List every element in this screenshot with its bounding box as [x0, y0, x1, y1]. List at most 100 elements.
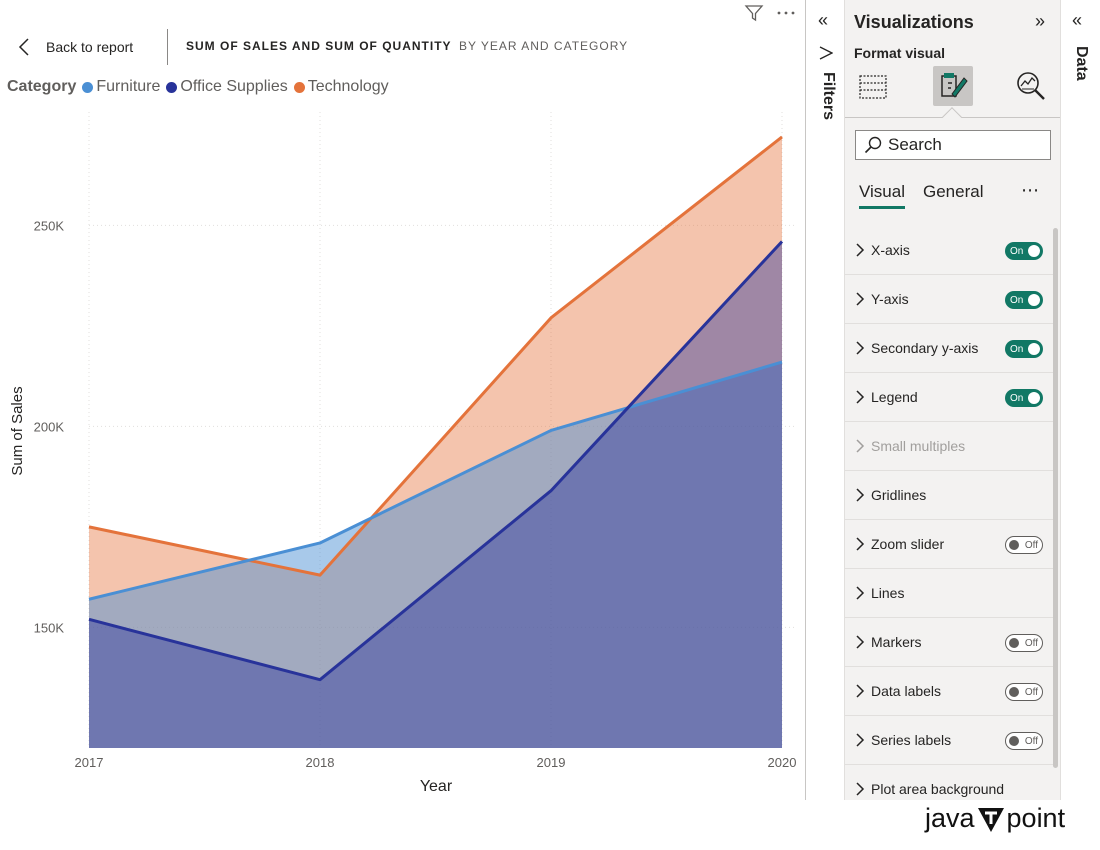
- legend-item-furniture[interactable]: Furniture: [82, 78, 160, 96]
- expand-pane-icon[interactable]: »: [1035, 11, 1046, 31]
- format-card-label: Legend: [871, 389, 918, 405]
- back-to-report-button[interactable]: Back to report: [18, 36, 133, 58]
- area-technology[interactable]: [89, 136, 782, 748]
- x-tick-label: 2017: [75, 755, 104, 770]
- chevron-right-icon: [856, 292, 865, 306]
- pane-scrollbar[interactable]: [1053, 228, 1058, 768]
- area-office-supplies[interactable]: [89, 241, 782, 749]
- toggle-knob: [1009, 687, 1019, 697]
- area-chart[interactable]: 150K 200K 250K 2017 2018 2019 2020 Year Sum of S…: [0, 100, 806, 800]
- chevron-right-icon: [856, 341, 865, 355]
- data-pane: « Data: [1062, 0, 1100, 800]
- data-labels-toggle[interactable]: Off: [1005, 683, 1043, 701]
- format-card-lines[interactable]: Lines: [845, 569, 1053, 618]
- filters-pane: « Filters: [807, 0, 845, 800]
- x-tick-label: 2020: [768, 755, 797, 770]
- toggle-state: On: [1010, 294, 1024, 306]
- y-tick-label: 200K: [34, 419, 65, 434]
- format-card-label: Plot area background: [871, 781, 1005, 797]
- more-options-icon[interactable]: ⋯: [1021, 180, 1040, 200]
- search-placeholder: Search: [888, 135, 942, 154]
- markers-toggle[interactable]: Off: [1005, 634, 1043, 652]
- format-card-legend[interactable]: Legend On: [845, 373, 1053, 422]
- tab-visual[interactable]: Visual: [859, 182, 905, 209]
- collapse-data-icon[interactable]: «: [1072, 10, 1083, 30]
- format-card-label: Markers: [871, 634, 922, 650]
- legend-item-technology[interactable]: Technology: [293, 78, 389, 96]
- y-axis-title: Sum of Sales: [9, 386, 26, 475]
- filter-icon[interactable]: [744, 4, 764, 22]
- build-visual-icon[interactable]: [853, 66, 893, 106]
- analytics-icon[interactable]: [1011, 66, 1051, 106]
- search-input[interactable]: Search: [855, 130, 1051, 160]
- tab-general[interactable]: General: [923, 182, 984, 201]
- format-card-zoom-slider[interactable]: Zoom slider Off: [845, 520, 1053, 569]
- header-divider: [167, 29, 168, 65]
- toggle-state: On: [1010, 392, 1024, 404]
- chevron-right-icon: [856, 439, 865, 453]
- format-card-label: Data labels: [871, 683, 942, 699]
- toggle-knob: [1028, 392, 1040, 404]
- chevron-left-icon: [18, 38, 29, 56]
- visual-header-icons: [744, 4, 796, 22]
- legend-toggle[interactable]: On: [1005, 389, 1043, 407]
- y-tick-label: 250K: [34, 218, 65, 233]
- toggle-knob: [1009, 638, 1019, 648]
- format-card-label: Y-axis: [871, 291, 909, 307]
- toggle-knob: [1028, 294, 1040, 306]
- data-label[interactable]: Data: [1073, 46, 1090, 81]
- series-line-furniture[interactable]: [88, 360, 783, 601]
- format-card-label: X-axis: [871, 242, 910, 258]
- toggle-state: Off: [1024, 637, 1038, 649]
- format-visual-icon[interactable]: [933, 66, 973, 106]
- visualizations-pane: Visualizations » Format visual Search Vi…: [845, 0, 1061, 800]
- series-line-technology[interactable]: [88, 135, 783, 577]
- secondary-y-axis-toggle[interactable]: On: [1005, 340, 1043, 358]
- x-axis-title: Year: [420, 778, 453, 795]
- chevron-right-icon: [856, 586, 865, 600]
- legend-item-office-supplies[interactable]: Office Supplies: [166, 78, 288, 96]
- format-card-small-multiples[interactable]: Small multiples: [845, 422, 1053, 471]
- format-card-x-axis[interactable]: X-axis On: [845, 226, 1053, 275]
- y-axis-toggle[interactable]: On: [1005, 291, 1043, 309]
- x-tick-label: 2019: [537, 755, 566, 770]
- visual-title: SUM OF SALES AND SUM OF QUANTITY: [186, 39, 452, 53]
- format-card-secondary-y-axis[interactable]: Secondary y-axis On: [845, 324, 1053, 373]
- y-tick-label: 150K: [34, 620, 65, 635]
- filters-label[interactable]: Filters: [820, 72, 837, 121]
- legend-marker: [293, 81, 305, 93]
- zoom-slider-toggle[interactable]: Off: [1005, 536, 1043, 554]
- format-card-label: Series labels: [871, 732, 952, 748]
- format-card-series-labels[interactable]: Series labels Off: [845, 716, 1053, 765]
- format-card-y-axis[interactable]: Y-axis On: [845, 275, 1053, 324]
- toggle-knob: [1028, 343, 1040, 355]
- series-line-office-supplies[interactable]: [88, 240, 784, 682]
- javatpoint-watermark: java point: [925, 803, 1065, 834]
- chevron-right-icon: [856, 684, 865, 698]
- format-tabs: Visual General: [859, 182, 983, 209]
- chevron-right-icon: [856, 733, 865, 747]
- toggle-knob: [1009, 540, 1019, 550]
- series-labels-toggle[interactable]: Off: [1005, 732, 1043, 750]
- area-furniture[interactable]: [89, 362, 782, 748]
- format-card-plot-area-background[interactable]: Plot area background: [845, 765, 1053, 800]
- legend-marker: [166, 81, 178, 93]
- x-axis-toggle[interactable]: On: [1005, 242, 1043, 260]
- toggle-knob: [1009, 736, 1019, 746]
- search-icon: [864, 136, 882, 154]
- legend-title: Category: [7, 78, 77, 95]
- collapse-filters-icon[interactable]: «: [818, 10, 829, 30]
- format-card-label: Small multiples: [871, 438, 966, 454]
- chevron-right-icon: [856, 782, 865, 796]
- chevron-right-icon: [856, 390, 865, 404]
- more-options-icon[interactable]: [776, 4, 796, 22]
- format-card-data-labels[interactable]: Data labels Off: [845, 667, 1053, 716]
- toggle-state: On: [1010, 245, 1024, 257]
- x-tick-label: 2018: [306, 755, 335, 770]
- selection-pointer: [942, 107, 962, 127]
- chevron-right-icon: [856, 243, 865, 257]
- format-card-label: Gridlines: [871, 487, 927, 503]
- format-card-markers[interactable]: Markers Off: [845, 618, 1053, 667]
- legend-marker: [82, 81, 94, 93]
- format-card-gridlines[interactable]: Gridlines: [845, 471, 1053, 520]
